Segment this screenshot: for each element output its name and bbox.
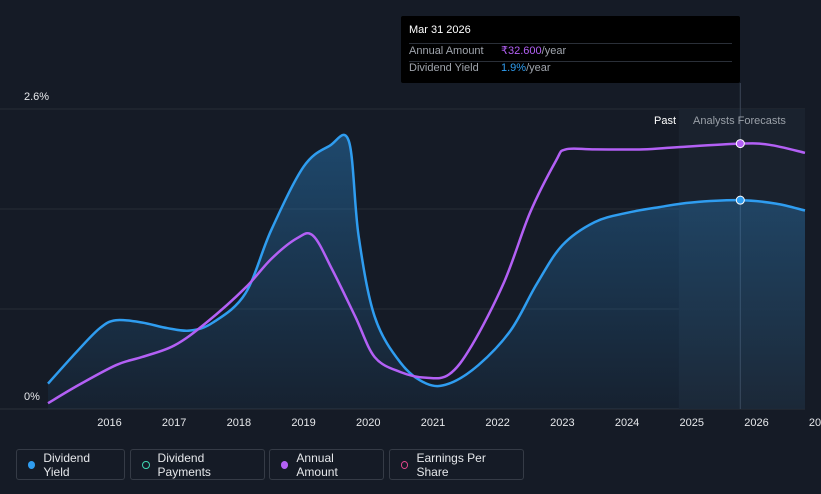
legend-label: Annual Amount — [296, 450, 338, 479]
y-tick-bottom: 0% — [24, 391, 40, 403]
legend-dot-filled-icon — [28, 460, 36, 469]
legend-annual-amount[interactable]: Annual Amount — [269, 449, 384, 480]
legend-earnings-per-share[interactable]: Earnings Per Share — [389, 449, 524, 480]
legend-dot-outline-icon — [401, 460, 409, 469]
tooltip-date: Mar 31 2026 — [409, 24, 471, 36]
x-tick-label: 2016 — [97, 417, 121, 429]
tooltip-value: ₹32.600 — [501, 45, 542, 57]
x-tick-label: 2026 — [744, 417, 768, 429]
x-tick-label: 2022 — [485, 417, 509, 429]
forecast-label: Analysts Forecasts — [693, 115, 786, 127]
x-tick-label: 2018 — [227, 417, 251, 429]
tooltip-row-annual-amount: Annual Amount ₹32.600 /year — [409, 43, 732, 61]
legend-dividend-payments[interactable]: Dividend Payments — [130, 449, 265, 480]
y-tick-top: 2.6% — [24, 91, 50, 103]
legend-dot-filled-icon — [281, 460, 289, 469]
x-tick-label: 2019 — [291, 417, 315, 429]
tooltip-unit: /year — [541, 45, 567, 57]
tooltip-unit: /year — [526, 62, 551, 74]
annual-amount-marker[interactable] — [735, 139, 745, 149]
tooltip-value: 1.9% — [501, 62, 527, 74]
x-tick-label: 2021 — [421, 417, 445, 429]
legend-label: Earnings Per Share — [416, 450, 486, 479]
tooltip-label: Dividend Yield — [409, 62, 479, 74]
legend-dot-outline-icon — [142, 460, 150, 469]
x-tick-label: 2027 — [809, 417, 821, 429]
x-tick-label: 2023 — [550, 417, 574, 429]
dividend-yield-line — [47, 133, 806, 388]
dividend-yield-marker[interactable] — [735, 195, 745, 205]
x-tick-label: 2024 — [615, 417, 639, 429]
dividend-yield-area — [48, 134, 805, 409]
legend-label: Dividend Payments — [157, 450, 211, 479]
x-tick-label: 2025 — [680, 417, 704, 429]
x-tick-label: 2017 — [162, 417, 186, 429]
past-label: Past — [654, 115, 677, 127]
legend-label: Dividend Yield — [43, 450, 91, 479]
tooltip-label: Annual Amount — [409, 45, 484, 57]
x-axis-ticks: 2016 2017 2018 2019 2020 2021 2022 2023 2024 2025… — [97, 417, 821, 429]
annual-amount-line — [47, 142, 806, 405]
tooltip-row-dividend-yield: Dividend Yield 1.9% /year — [409, 61, 732, 79]
x-tick-label: 2020 — [356, 417, 380, 429]
legend-dividend-yield[interactable]: Dividend Yield — [16, 449, 125, 480]
hover-tooltip: Mar 31 2026 Annual Amount ₹32.600 /year … — [401, 16, 740, 83]
